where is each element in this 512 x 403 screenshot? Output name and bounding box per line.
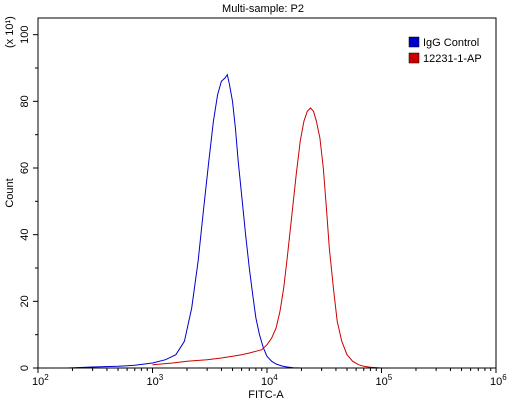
y-tick-label: 0 [19, 365, 31, 371]
y-tick-label: 60 [19, 162, 31, 174]
x-tick-exponent: 4 [273, 373, 278, 382]
y-axis-multiplier: (x 10¹) [4, 16, 16, 48]
legend-swatch [408, 52, 420, 64]
y-tick-label: 80 [19, 95, 31, 107]
x-tick-exponent: 3 [159, 373, 164, 382]
x-axis-ticks: 102 103 104 105 106 [32, 368, 507, 388]
x-axis-label: FITC-A [248, 389, 284, 401]
y-axis-label: Count [4, 178, 16, 207]
x-tick-exponent: 2 [44, 373, 49, 382]
x-tick-exponent: 6 [502, 373, 507, 382]
x-tick-label: 103 [147, 373, 164, 388]
x-tick-label: 105 [376, 373, 393, 388]
y-tick-label: 100 [19, 25, 31, 43]
x-tick-label: 102 [32, 373, 49, 388]
legend: IgG Control 12231-1-AP [408, 36, 482, 65]
plot-frame [37, 17, 497, 369]
x-tick-label: 104 [261, 373, 278, 388]
series-layer [67, 73, 382, 369]
y-tick-label: 20 [19, 295, 31, 307]
x-tick-label: 106 [490, 373, 507, 388]
legend-label: 12231-1-AP [423, 53, 482, 65]
series-line-1 [67, 73, 302, 369]
y-axis-ticks: 0 20 40 60 80 100 [19, 25, 38, 371]
legend-swatch [408, 36, 420, 48]
chart-title: Multi-sample: P2 [222, 3, 304, 15]
x-tick-exponent: 5 [388, 373, 393, 382]
y-tick-label: 40 [19, 229, 31, 241]
series-line-2 [152, 107, 382, 369]
legend-label: IgG Control [423, 37, 479, 49]
